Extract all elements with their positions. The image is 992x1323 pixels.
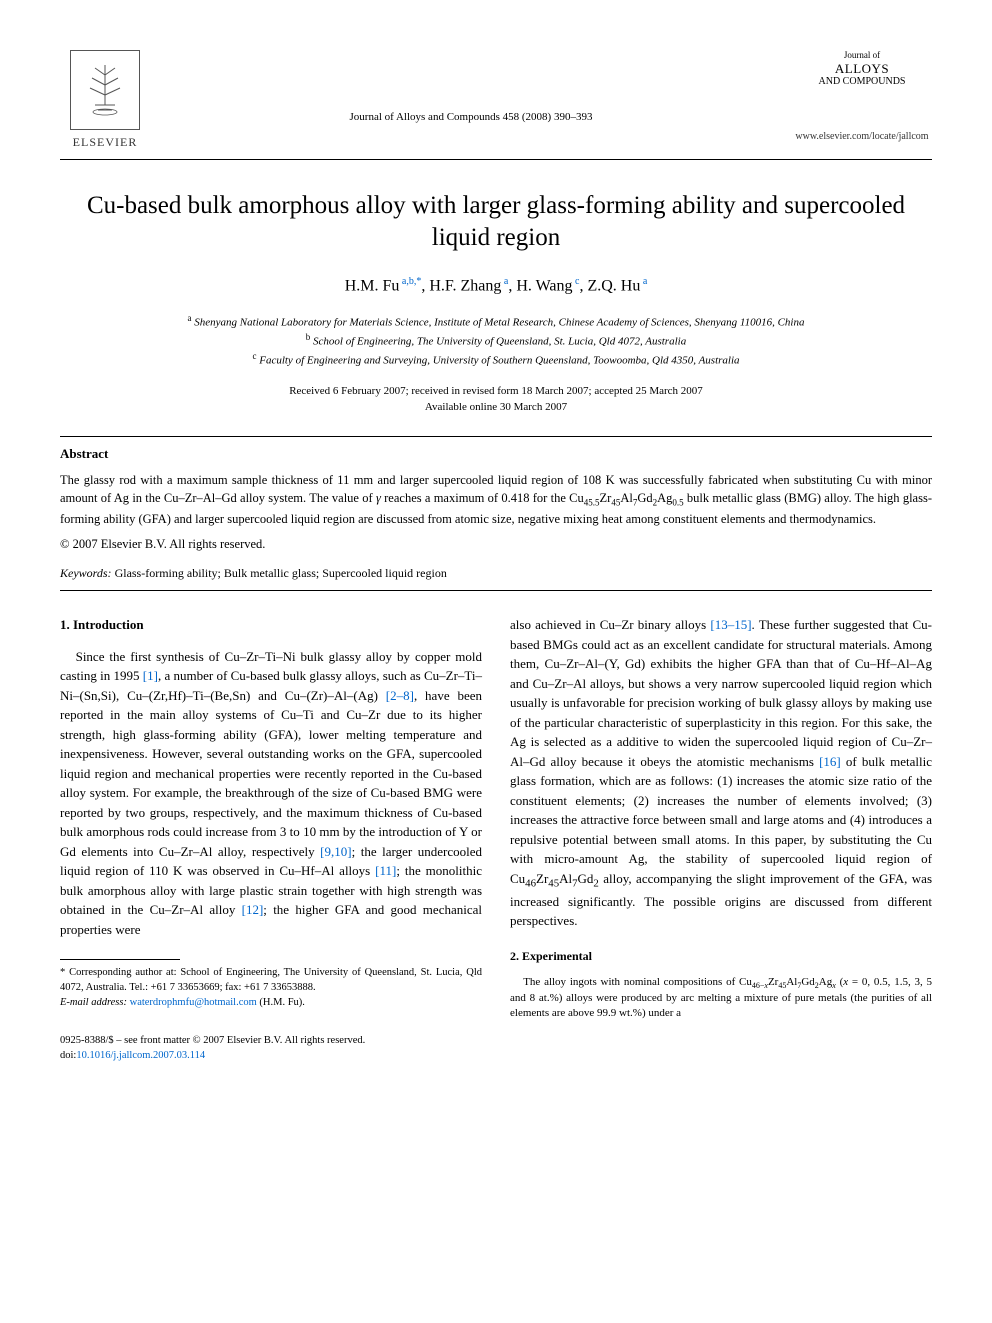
intro-paragraph-2: also achieved in Cu–Zr binary alloys [13…	[510, 615, 932, 930]
email-suffix: (H.M. Fu).	[259, 997, 305, 1008]
keywords-label: Keywords:	[60, 566, 112, 580]
article-title: Cu-based bulk amorphous alloy with large…	[60, 190, 932, 255]
journal-logo-line2: ALLOYS	[819, 61, 906, 77]
footnote: * Corresponding author at: School of Eng…	[60, 966, 482, 1010]
doi-link[interactable]: 10.1016/j.jallcom.2007.03.114	[76, 1050, 205, 1061]
email-label: E-mail address:	[60, 997, 127, 1008]
abstract-top-rule	[60, 436, 932, 437]
corresponding-marker: *	[416, 276, 421, 287]
copyright: © 2007 Elsevier B.V. All rights reserved…	[60, 536, 932, 554]
abstract-heading: Abstract	[60, 445, 932, 463]
header-row: ELSEVIER Journal of Alloys and Compounds…	[60, 50, 932, 151]
author-affil-sup: a,b,	[399, 276, 416, 287]
experimental-heading: 2. Experimental	[510, 947, 932, 965]
author-affil-sup: c	[573, 276, 580, 287]
ref-link[interactable]: [9,10]	[320, 844, 351, 859]
dates-line1: Received 6 February 2007; received in re…	[60, 383, 932, 400]
author-affil-sup: a	[640, 276, 647, 287]
footnote-rule	[60, 959, 180, 960]
journal-logo-line3: AND COMPOUNDS	[819, 76, 906, 88]
publisher-block: ELSEVIER	[60, 50, 150, 151]
header-rule	[60, 159, 932, 160]
journal-logo-line1: Journal of	[819, 50, 906, 61]
elsevier-tree-icon	[70, 50, 140, 130]
abstract-bottom-rule	[60, 590, 932, 591]
publisher-name: ELSEVIER	[73, 134, 138, 151]
journal-logo: Journal of ALLOYS AND COMPOUNDS	[819, 50, 906, 88]
abstract-text: The glassy rod with a maximum sample thi…	[60, 471, 932, 528]
ref-link[interactable]: [16]	[819, 754, 841, 769]
ref-link[interactable]: [12]	[242, 902, 264, 917]
column-left: 1. Introduction Since the first synthesi…	[60, 615, 482, 1063]
intro-paragraph-1: Since the first synthesis of Cu–Zr–Ti–Ni…	[60, 647, 482, 940]
dates-line2: Available online 30 March 2007	[60, 399, 932, 416]
journal-reference: Journal of Alloys and Compounds 458 (200…	[150, 50, 792, 125]
ref-link[interactable]: [1]	[143, 668, 158, 683]
authors: H.M. Fu a,b,*, H.F. Zhang a, H. Wang c, …	[60, 275, 932, 298]
issn-line: 0925-8388/$ – see front matter © 2007 El…	[60, 1034, 482, 1049]
affiliation-b: School of Engineering, The University of…	[313, 335, 686, 347]
article-dates: Received 6 February 2007; received in re…	[60, 383, 932, 416]
journal-block: Journal of ALLOYS AND COMPOUNDS www.else…	[792, 50, 932, 144]
doi-label: doi:	[60, 1050, 76, 1061]
journal-url[interactable]: www.elsevier.com/locate/jallcom	[795, 130, 928, 144]
affiliation-a: Shenyang National Laboratory for Materia…	[194, 316, 804, 328]
body-columns: 1. Introduction Since the first synthesi…	[60, 615, 932, 1063]
keywords-text: Glass-forming ability; Bulk metallic gla…	[115, 566, 447, 580]
ref-link[interactable]: [11]	[375, 863, 396, 878]
ref-link[interactable]: [13–15]	[710, 617, 751, 632]
affiliations: a Shenyang National Laboratory for Mater…	[60, 312, 932, 369]
author-affil-sup: a	[501, 276, 508, 287]
corresponding-author: * Corresponding author at: School of Eng…	[60, 966, 482, 995]
email-link[interactable]: waterdrophmfu@hotmail.com	[130, 997, 257, 1008]
ref-link[interactable]: [2–8]	[386, 688, 414, 703]
affiliation-c: Faculty of Engineering and Surveying, Un…	[259, 354, 739, 366]
keywords: Keywords: Glass-forming ability; Bulk me…	[60, 565, 932, 582]
column-right: also achieved in Cu–Zr binary alloys [13…	[510, 615, 932, 1063]
bottom-info: 0925-8388/$ – see front matter © 2007 El…	[60, 1034, 482, 1063]
intro-heading: 1. Introduction	[60, 615, 482, 635]
experimental-text: The alloy ingots with nominal compositio…	[510, 975, 932, 1022]
